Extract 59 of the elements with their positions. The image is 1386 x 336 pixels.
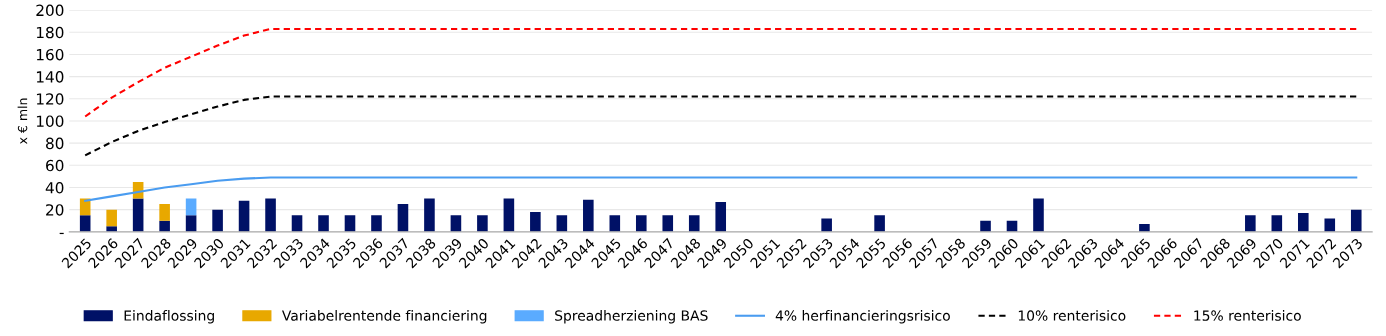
y-tick-label: 120 [36,93,64,105]
y-tick-label: 80 [46,137,64,150]
y-tick-label: 100 [36,115,64,127]
y-tick-label: 180 [36,26,64,39]
bar [530,211,541,232]
bar [1033,198,1044,232]
y-tick-label: 60 [46,159,64,172]
bar [662,215,674,232]
bar [159,220,170,232]
bar [397,204,409,232]
y-tick-label: 140 [36,71,64,83]
y-axis-title: x € mln [17,98,28,145]
bar [344,215,356,232]
bar [583,199,594,232]
line-series [84,176,1358,202]
bar [106,226,117,232]
bar [132,198,144,232]
bar [609,215,621,232]
bar [556,215,568,232]
bar [1324,218,1336,232]
bar [371,215,382,232]
bar [318,215,329,232]
legend-label: Spreadherziening BAS [555,310,708,324]
bar [1297,212,1309,232]
legend-label: 10% renterisico [1018,310,1126,321]
bar [238,200,250,232]
bar [1139,224,1150,232]
bar [79,215,91,232]
bar [874,215,885,232]
bar [1245,215,1256,232]
bar [212,209,223,232]
line-series [84,27,1358,118]
legend-label: Eindaflossing [124,310,214,324]
bar [185,215,197,232]
legend-label: Variabelrentende financiering [281,310,487,324]
bar [265,198,276,232]
y-tick-label: 40 [45,181,64,194]
line-series [84,95,1358,157]
bar [715,201,727,232]
y-tick-label: 160 [36,48,64,61]
bar [291,215,303,232]
bar [185,198,197,216]
bar [503,198,515,232]
bar [106,209,117,227]
bar [477,215,488,232]
y-tick-label: 200 [36,4,64,17]
bar [688,215,700,232]
bar [424,198,435,232]
bar [159,204,170,221]
bar [1271,215,1283,232]
y-tick-label: - [59,232,64,235]
bar [635,215,647,232]
bar [980,220,991,232]
bar [821,218,832,232]
y-tick-label: 20 [46,204,64,216]
legend-label: 15% renterisico [1194,310,1301,321]
bar [1350,209,1362,232]
legend-label: 4% herfinancieringsrisico [775,310,950,324]
bar [450,215,462,232]
